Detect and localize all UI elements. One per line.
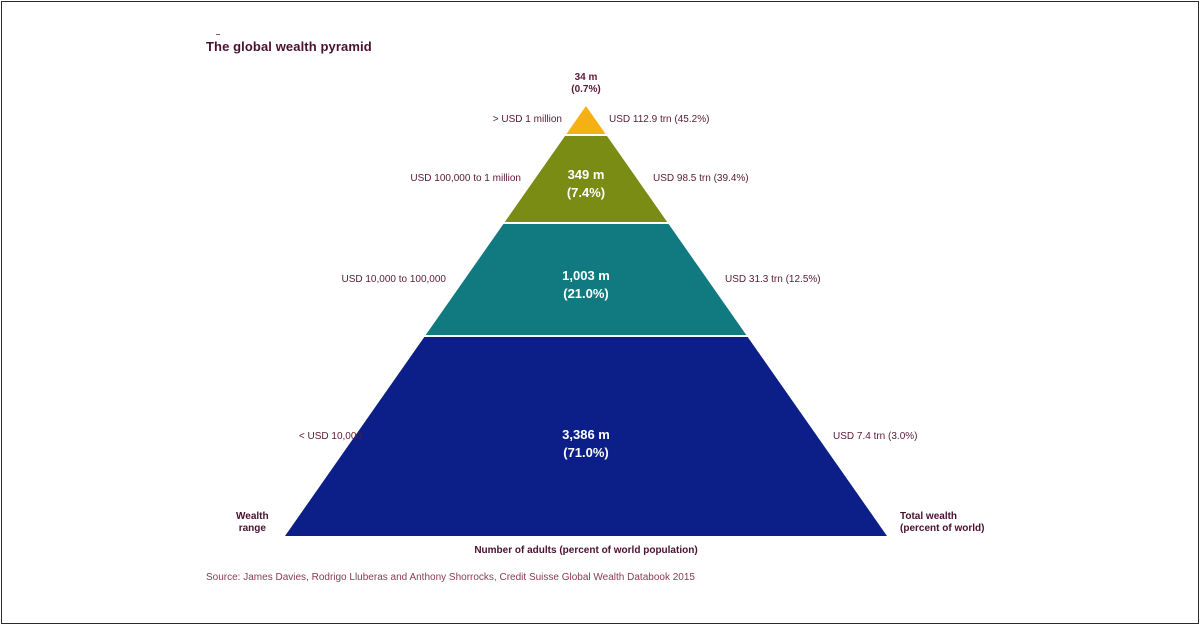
pyramid-tier-4 — [285, 337, 887, 536]
total-wealth-label-2: USD 98.5 trn (39.4%) — [653, 173, 749, 184]
adults-axis-label: Number of adults (percent of world popul… — [474, 545, 698, 556]
wealth-range-axis-label-line2: range — [238, 523, 266, 534]
adults-share-4: (71.0%) — [563, 445, 609, 460]
total-wealth-axis-label-line1: Total wealth — [900, 511, 958, 522]
wealth-range-label-1: > USD 1 million — [492, 114, 562, 125]
source-note: Source: James Davies, Rodrigo Lluberas a… — [206, 572, 695, 583]
total-wealth-label-1: USD 112.9 trn (45.2%) — [609, 114, 710, 125]
adults-count-4: 3,386 m — [562, 427, 610, 442]
pyramid-tier-3 — [425, 224, 747, 335]
pyramid-tier-2 — [504, 136, 668, 222]
adults-count-label-2: 349 m (7.4%) — [526, 166, 646, 202]
adults-count-label-3: 1,003 m (21.0%) — [526, 267, 646, 303]
pyramid-tier-1 — [566, 106, 606, 134]
wealth-range-axis-label-line1: Wealth — [236, 511, 269, 522]
chart-title: The global wealth pyramid — [206, 39, 372, 54]
adults-count-1: 34 m — [574, 72, 598, 83]
adults-share-2: (7.4%) — [566, 185, 606, 200]
wealth-range-label-3: USD 10,000 to 100,000 — [341, 273, 446, 285]
wealth-range-axis-label: Wealth range — [236, 511, 269, 535]
total-wealth-axis-label-line2: (percent of world) — [900, 523, 985, 534]
total-wealth-label-4: USD 7.4 trn (3.0%) — [833, 430, 918, 442]
adults-count-2: 349 m — [567, 167, 605, 182]
total-wealth-axis-label: Total wealth (percent of world) — [900, 511, 984, 535]
adults-count-3: 1,003 m — [562, 268, 610, 283]
adults-count-label-1: 34 m (0.7%) — [526, 72, 646, 96]
adults-count-label-4: 3,386 m (71.0%) — [526, 426, 646, 462]
wealth-range-label-4: < USD 10,000 — [298, 430, 362, 442]
total-wealth-label-3: USD 31.3 trn (12.5%) — [725, 273, 821, 285]
adults-share-3: (21.0%) — [563, 286, 609, 301]
wealth-range-label-2: USD 100,000 to 1 million — [410, 173, 521, 184]
decorative-mark — [216, 34, 220, 35]
adults-share-1: (0.7%) — [571, 84, 601, 95]
